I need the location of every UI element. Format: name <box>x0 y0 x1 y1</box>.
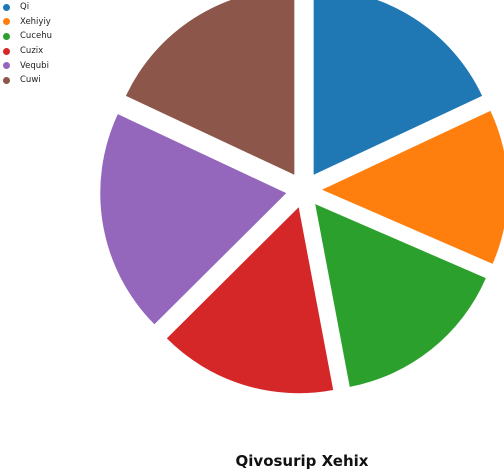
legend-item-qi: Qi <box>0 0 52 15</box>
pie-slice-xehiyiy <box>322 110 504 264</box>
pie-slice-vequbi <box>100 114 287 325</box>
legend-label: Cuwi <box>20 75 41 86</box>
legend-swatch <box>3 76 10 84</box>
legend-swatch <box>3 18 10 26</box>
legend-label: Qi <box>20 2 30 13</box>
legend-swatch <box>3 3 10 11</box>
legend-item-xehiyiy: Xehiyiy <box>0 15 52 30</box>
pie-slice-cuwi <box>125 0 295 175</box>
legend-swatch <box>3 47 10 55</box>
legend-item-vequbi: Vequbi <box>0 58 52 73</box>
legend-item-cuzix: Cuzix <box>0 44 52 59</box>
legend-label: Vequbi <box>20 60 49 71</box>
legend-label: Cucehu <box>20 31 52 42</box>
legend-label: Cuzix <box>20 46 44 57</box>
legend-swatch <box>3 62 10 70</box>
legend: Qi Xehiyiy Cucehu Cuzix Vequbi Cuwi <box>0 0 52 88</box>
legend-label: Xehiyiy <box>20 16 51 27</box>
pie-slice-cuzix <box>166 207 334 394</box>
pie-slice-qi <box>313 0 483 175</box>
legend-item-cuwi: Cuwi <box>0 73 52 88</box>
pie-slice-cucehu <box>315 204 486 387</box>
legend-item-cucehu: Cucehu <box>0 29 52 44</box>
legend-swatch <box>3 32 10 40</box>
chart-title: Qivosurip Xehix <box>235 452 369 470</box>
